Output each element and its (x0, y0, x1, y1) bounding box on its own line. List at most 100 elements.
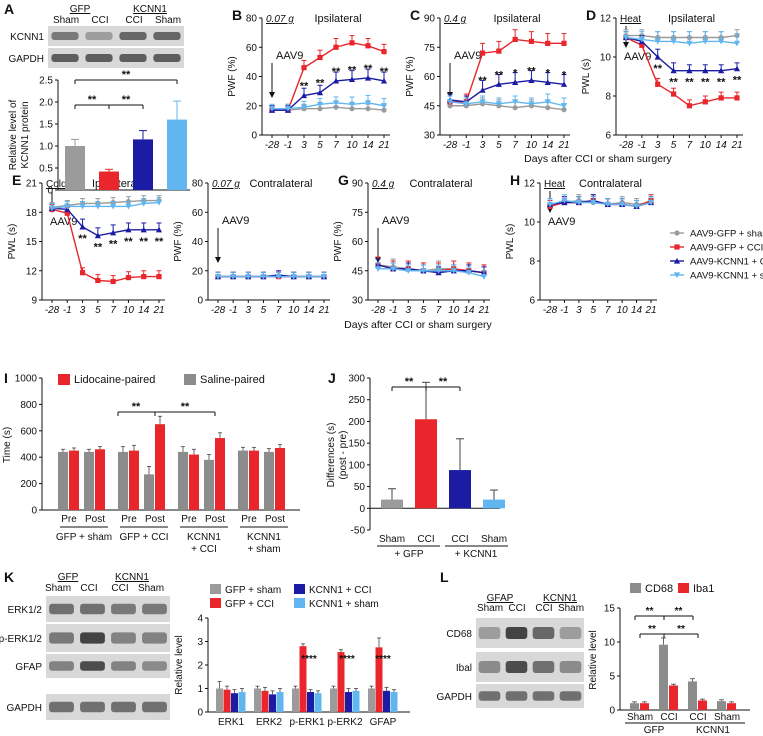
panel-c-point (545, 105, 551, 111)
legend-marker (674, 230, 680, 236)
panel-g-x-tick-label: -1 (389, 305, 398, 316)
panel-d-x-tick-label: 10 (700, 140, 712, 151)
panel-g-arrow-label: AAV9 (382, 215, 409, 227)
panel-d-arrow-label: AAV9 (624, 51, 651, 63)
panel-i-bar (58, 451, 68, 510)
panel-c-star: * (546, 67, 551, 79)
panel-i-sublabel: Post (85, 514, 105, 525)
panel-l-x-label: Sham (627, 712, 653, 723)
panel-a-y-tick-label: 1.5 (39, 120, 53, 131)
panel-h-point (546, 201, 554, 208)
panel-d-point (718, 95, 724, 101)
panel-c-series-line (449, 79, 565, 103)
panel-e-point (125, 274, 132, 281)
panel-k-group-label: GFP (58, 572, 79, 583)
panel-b-y-tick-label: 60 (246, 43, 258, 54)
panel-f-point (214, 274, 222, 280)
panel-i-bar (69, 450, 79, 510)
panel-d-series-line (626, 34, 738, 39)
panel-c-series-line (450, 103, 565, 111)
panel-d-y-tick-label: 12 (600, 14, 612, 25)
panel-g-x-tick-label: -28 (371, 305, 386, 316)
panel-b-point (316, 101, 324, 108)
panel-i-sublabel: Post (205, 514, 225, 525)
panel-k-sig-label: **** (339, 654, 355, 665)
panel-l-ylabel: Relative level (588, 630, 599, 689)
panel-c-letter: C (410, 7, 420, 23)
panel-b-star: ** (316, 78, 325, 90)
panel-c-point (561, 107, 567, 113)
panel-k-blot-gfap-band (111, 661, 136, 671)
panel-l-sig-label: ** (648, 624, 656, 635)
panel-l-blot-cd68-band (505, 627, 528, 639)
panel-i-bar (204, 459, 214, 510)
panel-b-stimulus: 0.07 g (266, 14, 294, 25)
panel-d-y-tick-label: 6 (605, 131, 611, 142)
panel-c-point (528, 38, 535, 44)
panel-l-blot-iba1-band (505, 661, 528, 673)
panel-h-x-tick-label: -28 (543, 305, 558, 316)
panel-i-sublabel: Pre (241, 514, 257, 525)
panel-c-series-line (449, 101, 565, 107)
panel-i-bar (144, 474, 154, 510)
panel-k-bar (276, 692, 284, 712)
panel-k-blot-perk (46, 624, 170, 652)
panel-e-arrow-label: AAV9 (50, 216, 77, 228)
panel-h-point (590, 199, 597, 206)
panel-f-x-tick-label: -1 (229, 305, 238, 316)
panel-i-bar (238, 450, 248, 510)
panel-j-bar-label: CCI (451, 534, 468, 545)
panel-k-legend-swatch (210, 584, 221, 594)
panel-b-x-tick-label: -1 (284, 140, 293, 151)
panel-b-series-line (272, 106, 385, 111)
legend-marker (673, 257, 681, 264)
panel-e-point (79, 203, 86, 210)
panel-b-point (381, 107, 387, 113)
panel-a-y-tick-label: 2.5 (39, 76, 53, 87)
panel-j-y-tick-label: 250 (348, 395, 365, 406)
panel-g-y-tick-label: 60 (352, 237, 364, 248)
panel-c-x-tick-label: -1 (462, 140, 471, 151)
panel-l-y-tick-label: 15 (604, 604, 616, 615)
panel-b-point (300, 104, 308, 111)
panel-c-point (544, 79, 551, 85)
panel-f-y-tick-label: 0 (197, 296, 203, 307)
panel-e-x-tick-label: 14 (138, 305, 150, 316)
panel-l-lane-label: Sham (477, 603, 503, 614)
panel-d-y-tick-label: 10 (600, 53, 612, 64)
panel-b-point (381, 49, 387, 55)
panel-a-sig-label: ** (122, 94, 131, 106)
panel-b-x-tick-label: -28 (265, 140, 280, 151)
panel-l-blot-gapdh-band (559, 691, 582, 701)
panel-h-y-tick-label: 8 (529, 257, 535, 268)
panel-k-bar (231, 693, 238, 712)
panel-l-blot-iba1-band (532, 661, 555, 673)
panel-l-blot-cd68 (476, 618, 584, 648)
panel-a-blot-kcnn1-band (119, 32, 147, 40)
panel-e-ylabel: PWL (s) (7, 224, 18, 260)
panel-f-point (260, 274, 267, 280)
panel-b-y-tick-label: 40 (246, 72, 258, 83)
panel-l-sig-label: ** (646, 606, 654, 617)
panel-k-bar (375, 647, 383, 712)
panel-g-x-tick-label: 3 (406, 305, 412, 316)
panel-e-x-tick-label: -28 (45, 305, 60, 316)
panel-k-legend-swatch (210, 598, 221, 608)
panel-j-letter: J (328, 370, 336, 386)
panel-e-point (64, 210, 70, 216)
panel-c-point (479, 87, 486, 93)
panel-c-point (463, 101, 470, 107)
panel-b-star: ** (332, 66, 341, 78)
panel-j-bar (483, 499, 505, 509)
panel-l-sig-label: ** (675, 606, 683, 617)
panel-b-point (348, 101, 356, 108)
panel-a-bar (167, 119, 187, 190)
panel-d-point (702, 99, 708, 105)
panel-c-star: * (513, 67, 518, 79)
panel-k-blot-erk-label: ERK1/2 (8, 605, 43, 616)
panel-e-point (125, 226, 132, 233)
panel-f-point (305, 274, 312, 280)
panel-a-blot-gapdh-bg (48, 48, 184, 68)
panel-b-arrow-head (269, 92, 275, 98)
panel-h-stimulus: Heat (544, 179, 565, 190)
